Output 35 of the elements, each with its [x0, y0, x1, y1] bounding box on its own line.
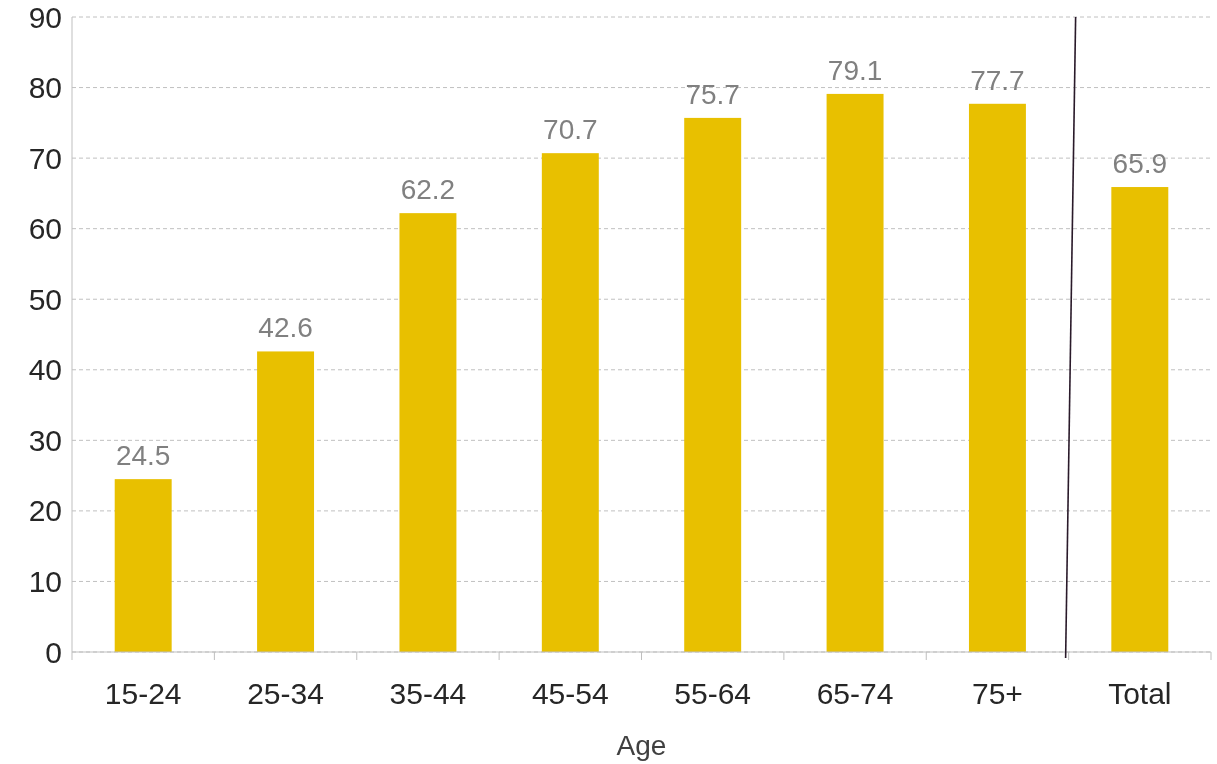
x-tick-label: 65-74	[816, 677, 894, 710]
y-tick-label: 30	[28, 423, 62, 457]
x-tick-label: Total	[1108, 677, 1172, 710]
y-tick-label: 80	[28, 71, 62, 105]
x-tick-label: 45-54	[531, 677, 609, 710]
bar	[968, 103, 1026, 652]
data-label: 77.7	[970, 64, 1025, 96]
y-tick-label: 40	[28, 353, 62, 387]
y-tick-label: 20	[28, 494, 62, 528]
bar	[541, 153, 599, 652]
y-tick-label: 70	[28, 141, 62, 175]
x-axis-title: Age	[616, 730, 667, 761]
x-tick-label: 35-44	[389, 677, 467, 710]
x-tick-label: 55-64	[674, 677, 752, 710]
data-label: 24.5	[115, 440, 171, 472]
bar	[114, 479, 172, 652]
bar	[257, 351, 315, 652]
data-label: 75.7	[685, 78, 740, 110]
y-tick-label: 10	[28, 564, 62, 598]
y-tick-label: 60	[28, 212, 62, 246]
data-label: 79.1	[827, 54, 883, 86]
data-label: 70.7	[543, 114, 598, 146]
y-tick-label: 50	[28, 282, 62, 316]
data-label: 65.9	[1112, 148, 1168, 180]
x-tick-label: 25-34	[247, 677, 324, 710]
x-tick-label: 15-24	[104, 677, 182, 710]
bar	[1111, 187, 1169, 652]
bar	[684, 117, 742, 652]
data-label: 62.2	[400, 174, 456, 206]
data-label: 42.6	[258, 312, 313, 344]
y-tick-label: 90	[28, 0, 62, 34]
bar	[826, 93, 884, 652]
bar	[399, 213, 457, 652]
x-tick-label: 75+	[971, 677, 1023, 710]
y-tick-label: 0	[45, 635, 62, 669]
